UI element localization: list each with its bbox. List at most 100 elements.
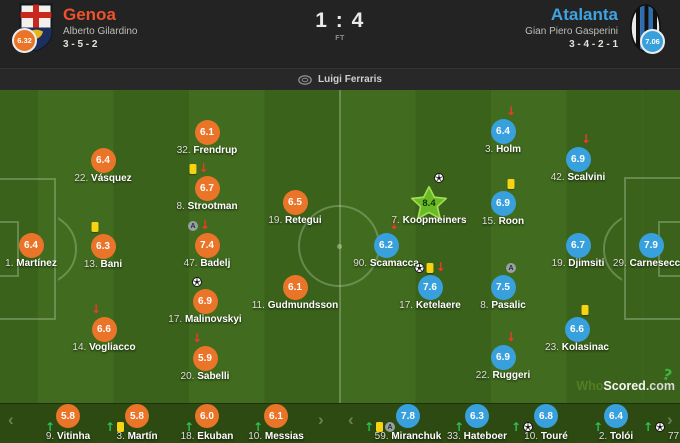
player-number: 19. (551, 258, 566, 269)
watermark-scored: Scored (603, 379, 646, 393)
player-label: 32. Frendrup (177, 145, 238, 156)
player-number: 10. (524, 431, 539, 442)
player-label: 42. Scalvini (551, 172, 606, 183)
player-number: 8. (480, 300, 489, 311)
player-label: 17. Malinovskyi (168, 314, 241, 325)
player-name: Miranchuk (391, 431, 442, 442)
penalty-box-right (624, 177, 680, 320)
player-event-icons: ↑ (45, 421, 55, 433)
player-event-icons: ↑ (593, 421, 603, 433)
player-label: 29. Carnesecchi (613, 258, 680, 269)
player-label: 23. Kolasinac (545, 342, 609, 353)
player-label: 8. Strootman (176, 201, 237, 212)
player-name: Strootman (187, 201, 238, 212)
player-rating: 6.4 (90, 147, 116, 173)
yellow-card-icon (376, 422, 383, 432)
player-label: 19. Retegui (268, 215, 321, 226)
watermark-who: Who (576, 379, 604, 393)
player-number: 11. (251, 300, 265, 311)
player-number: 14. (72, 342, 87, 353)
player-name: Vogliacco (89, 342, 136, 353)
assist-icon: A (385, 422, 395, 432)
player-rating: 6.1 (282, 274, 308, 300)
player-number: 7. (391, 215, 400, 226)
watermark-com: .com (645, 379, 675, 393)
player-event-icons: ↑ (105, 421, 124, 433)
home-team-name[interactable]: Genoa (63, 5, 116, 24)
sub-off-icon: ↓ (505, 104, 517, 118)
player-label: 15. Roon (482, 216, 524, 227)
player-name: Bani (100, 259, 123, 270)
player-event-icons: ↑ (184, 421, 194, 433)
chevron-right-icon[interactable]: › (318, 410, 324, 429)
player-event-icons (192, 274, 202, 287)
stadium-icon (298, 74, 312, 85)
assist-icon: A (187, 221, 198, 231)
goal-icon (655, 422, 665, 432)
player-label: 59. Miranchuk (375, 431, 442, 442)
chevron-left-icon[interactable]: ‹ (348, 410, 354, 429)
player-name: Frendrup (193, 145, 238, 156)
away-team-block: Atalanta Gian Piero Gasperini 3 - 4 - 2 … (525, 5, 618, 51)
player-label: 8. Pasalic (480, 300, 526, 311)
chevron-left-icon[interactable]: ‹ (8, 410, 14, 429)
whoscored-watermark: ? WhoScored.com (576, 365, 675, 393)
player-event-icons: ↑ A (364, 421, 395, 433)
away-team-rating-badge: 7.06 (640, 29, 665, 54)
player-label: 10. Messias (248, 431, 304, 442)
player-event-icons: ↓ (414, 260, 446, 273)
home-formation: 3 - 5 - 2 (63, 39, 98, 50)
player-name: Gudmundsson (267, 300, 339, 311)
player-name: Holm (496, 144, 522, 155)
sub-on-icon: ↑ (592, 419, 603, 434)
player-event-icons (507, 176, 515, 189)
player-number: 20. (180, 371, 195, 382)
goal-icon (434, 173, 444, 183)
player-number: 17. (168, 314, 183, 325)
sub-on-icon: ↑ (363, 419, 374, 434)
player-name: Vitinha (56, 431, 91, 442)
player-rating: 6.7 (565, 232, 591, 258)
player-name: Tolói (609, 431, 634, 442)
player-number: 59. (374, 431, 389, 442)
player-number: 18. (180, 431, 195, 442)
player-label: 18. Ekuban (181, 431, 234, 442)
player-rating: 6.0 (195, 404, 219, 428)
player-name: Scalvini (567, 172, 606, 183)
player-name: Malinovskyi (184, 314, 242, 325)
chevron-right-icon[interactable]: › (667, 410, 673, 429)
player-name: Touré (540, 431, 568, 442)
player-name: Badelj (200, 258, 231, 269)
player-number: 22. (74, 173, 89, 184)
player-event-icons: A (506, 260, 516, 273)
score-block: 1 : 4 FT (0, 9, 680, 42)
player-name: Sabelli (197, 371, 230, 382)
player-number: 17. (399, 300, 414, 311)
player-number: 42. (550, 172, 565, 183)
match-header: 6.32 Genoa Alberto Gilardino 3 - 5 - 2 1… (0, 0, 680, 68)
sub-off-icon: ↓ (388, 218, 400, 232)
player-rating: 6.6 (564, 316, 590, 342)
player-rating: 6.1 (264, 404, 288, 428)
player-event-icons: ↑ (643, 421, 665, 433)
player-rating: 6.4 (18, 232, 44, 258)
player-event-icons (91, 219, 99, 232)
away-team-name[interactable]: Atalanta (550, 5, 618, 24)
player-event-icons (434, 170, 444, 183)
player-rating: 6.8 (534, 404, 558, 428)
player-rating: 5.8 (56, 404, 80, 428)
player-label: 2. Tolói (599, 431, 633, 442)
away-manager-name: Gian Piero Gasperini (525, 26, 618, 37)
player-event-icons: ↑ (511, 421, 533, 433)
player-label: 22. Ruggeri (476, 370, 530, 381)
player-number: 32. (176, 145, 191, 156)
player-rating: 5.8 (125, 404, 149, 428)
player-number: 22. (475, 370, 490, 381)
home-team-rating-badge: 6.32 (12, 28, 37, 53)
player-rating: 6.3 (465, 404, 489, 428)
player-number: 2. (598, 431, 608, 442)
player-event-icons: ↓ (389, 218, 399, 231)
player-rating: 6.4 (604, 404, 628, 428)
